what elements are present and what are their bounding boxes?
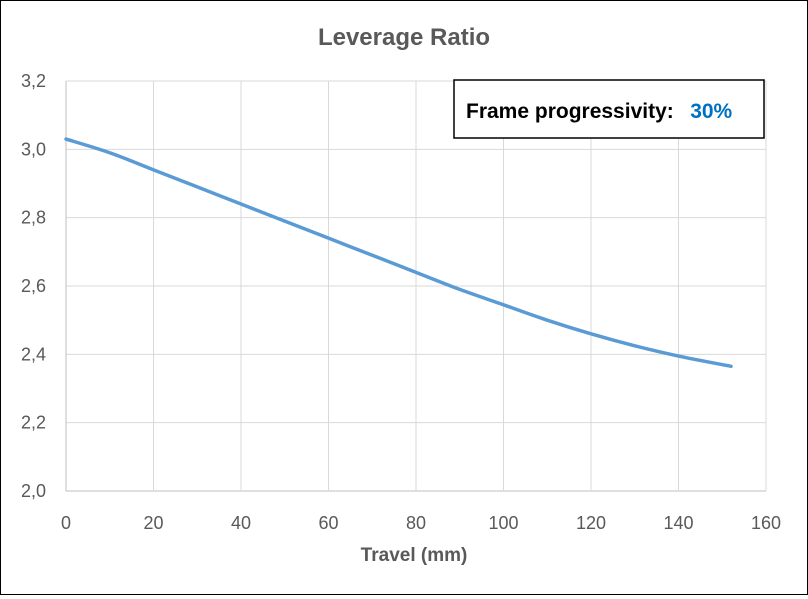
y-tick-label: 2,2 bbox=[21, 413, 46, 433]
annotation-value: 30% bbox=[690, 100, 732, 123]
y-tick-label: 2,4 bbox=[21, 344, 46, 364]
annotation-box: Frame progressivity: 30% bbox=[453, 79, 765, 139]
x-tick-label: 60 bbox=[318, 513, 338, 533]
y-tick-label: 2,8 bbox=[21, 208, 46, 228]
gridlines bbox=[65, 80, 767, 492]
x-tick-label: 40 bbox=[231, 513, 251, 533]
y-tick-label: 3,0 bbox=[21, 139, 46, 159]
chart-title: Leverage Ratio bbox=[318, 24, 490, 51]
annotation-text: Frame progressivity: 30% bbox=[466, 100, 733, 123]
y-tick-label: 3,2 bbox=[21, 71, 46, 91]
series-lines bbox=[64, 137, 733, 369]
x-tick-label: 0 bbox=[61, 513, 71, 533]
annotation-frame bbox=[453, 79, 765, 139]
annotation-label: Frame progressivity: bbox=[466, 100, 674, 123]
x-tick-label: 160 bbox=[751, 513, 781, 533]
series-line-leverage bbox=[64, 137, 733, 369]
x-axis-title: Travel (mm) bbox=[361, 545, 468, 566]
y-tick-label: 2,0 bbox=[21, 481, 46, 501]
y-tick-label: 2,6 bbox=[21, 276, 46, 296]
x-tick-labels: 0 20 40 60 80 100 120 140 160 bbox=[61, 513, 781, 533]
x-tick-label: 100 bbox=[488, 513, 518, 533]
x-tick-label: 140 bbox=[663, 513, 693, 533]
y-tick-labels: 2,0 2,2 2,4 2,6 2,8 3,0 3,2 bbox=[21, 71, 46, 501]
x-tick-label: 80 bbox=[406, 513, 426, 533]
x-tick-label: 120 bbox=[576, 513, 606, 533]
x-tick-label: 20 bbox=[143, 513, 163, 533]
